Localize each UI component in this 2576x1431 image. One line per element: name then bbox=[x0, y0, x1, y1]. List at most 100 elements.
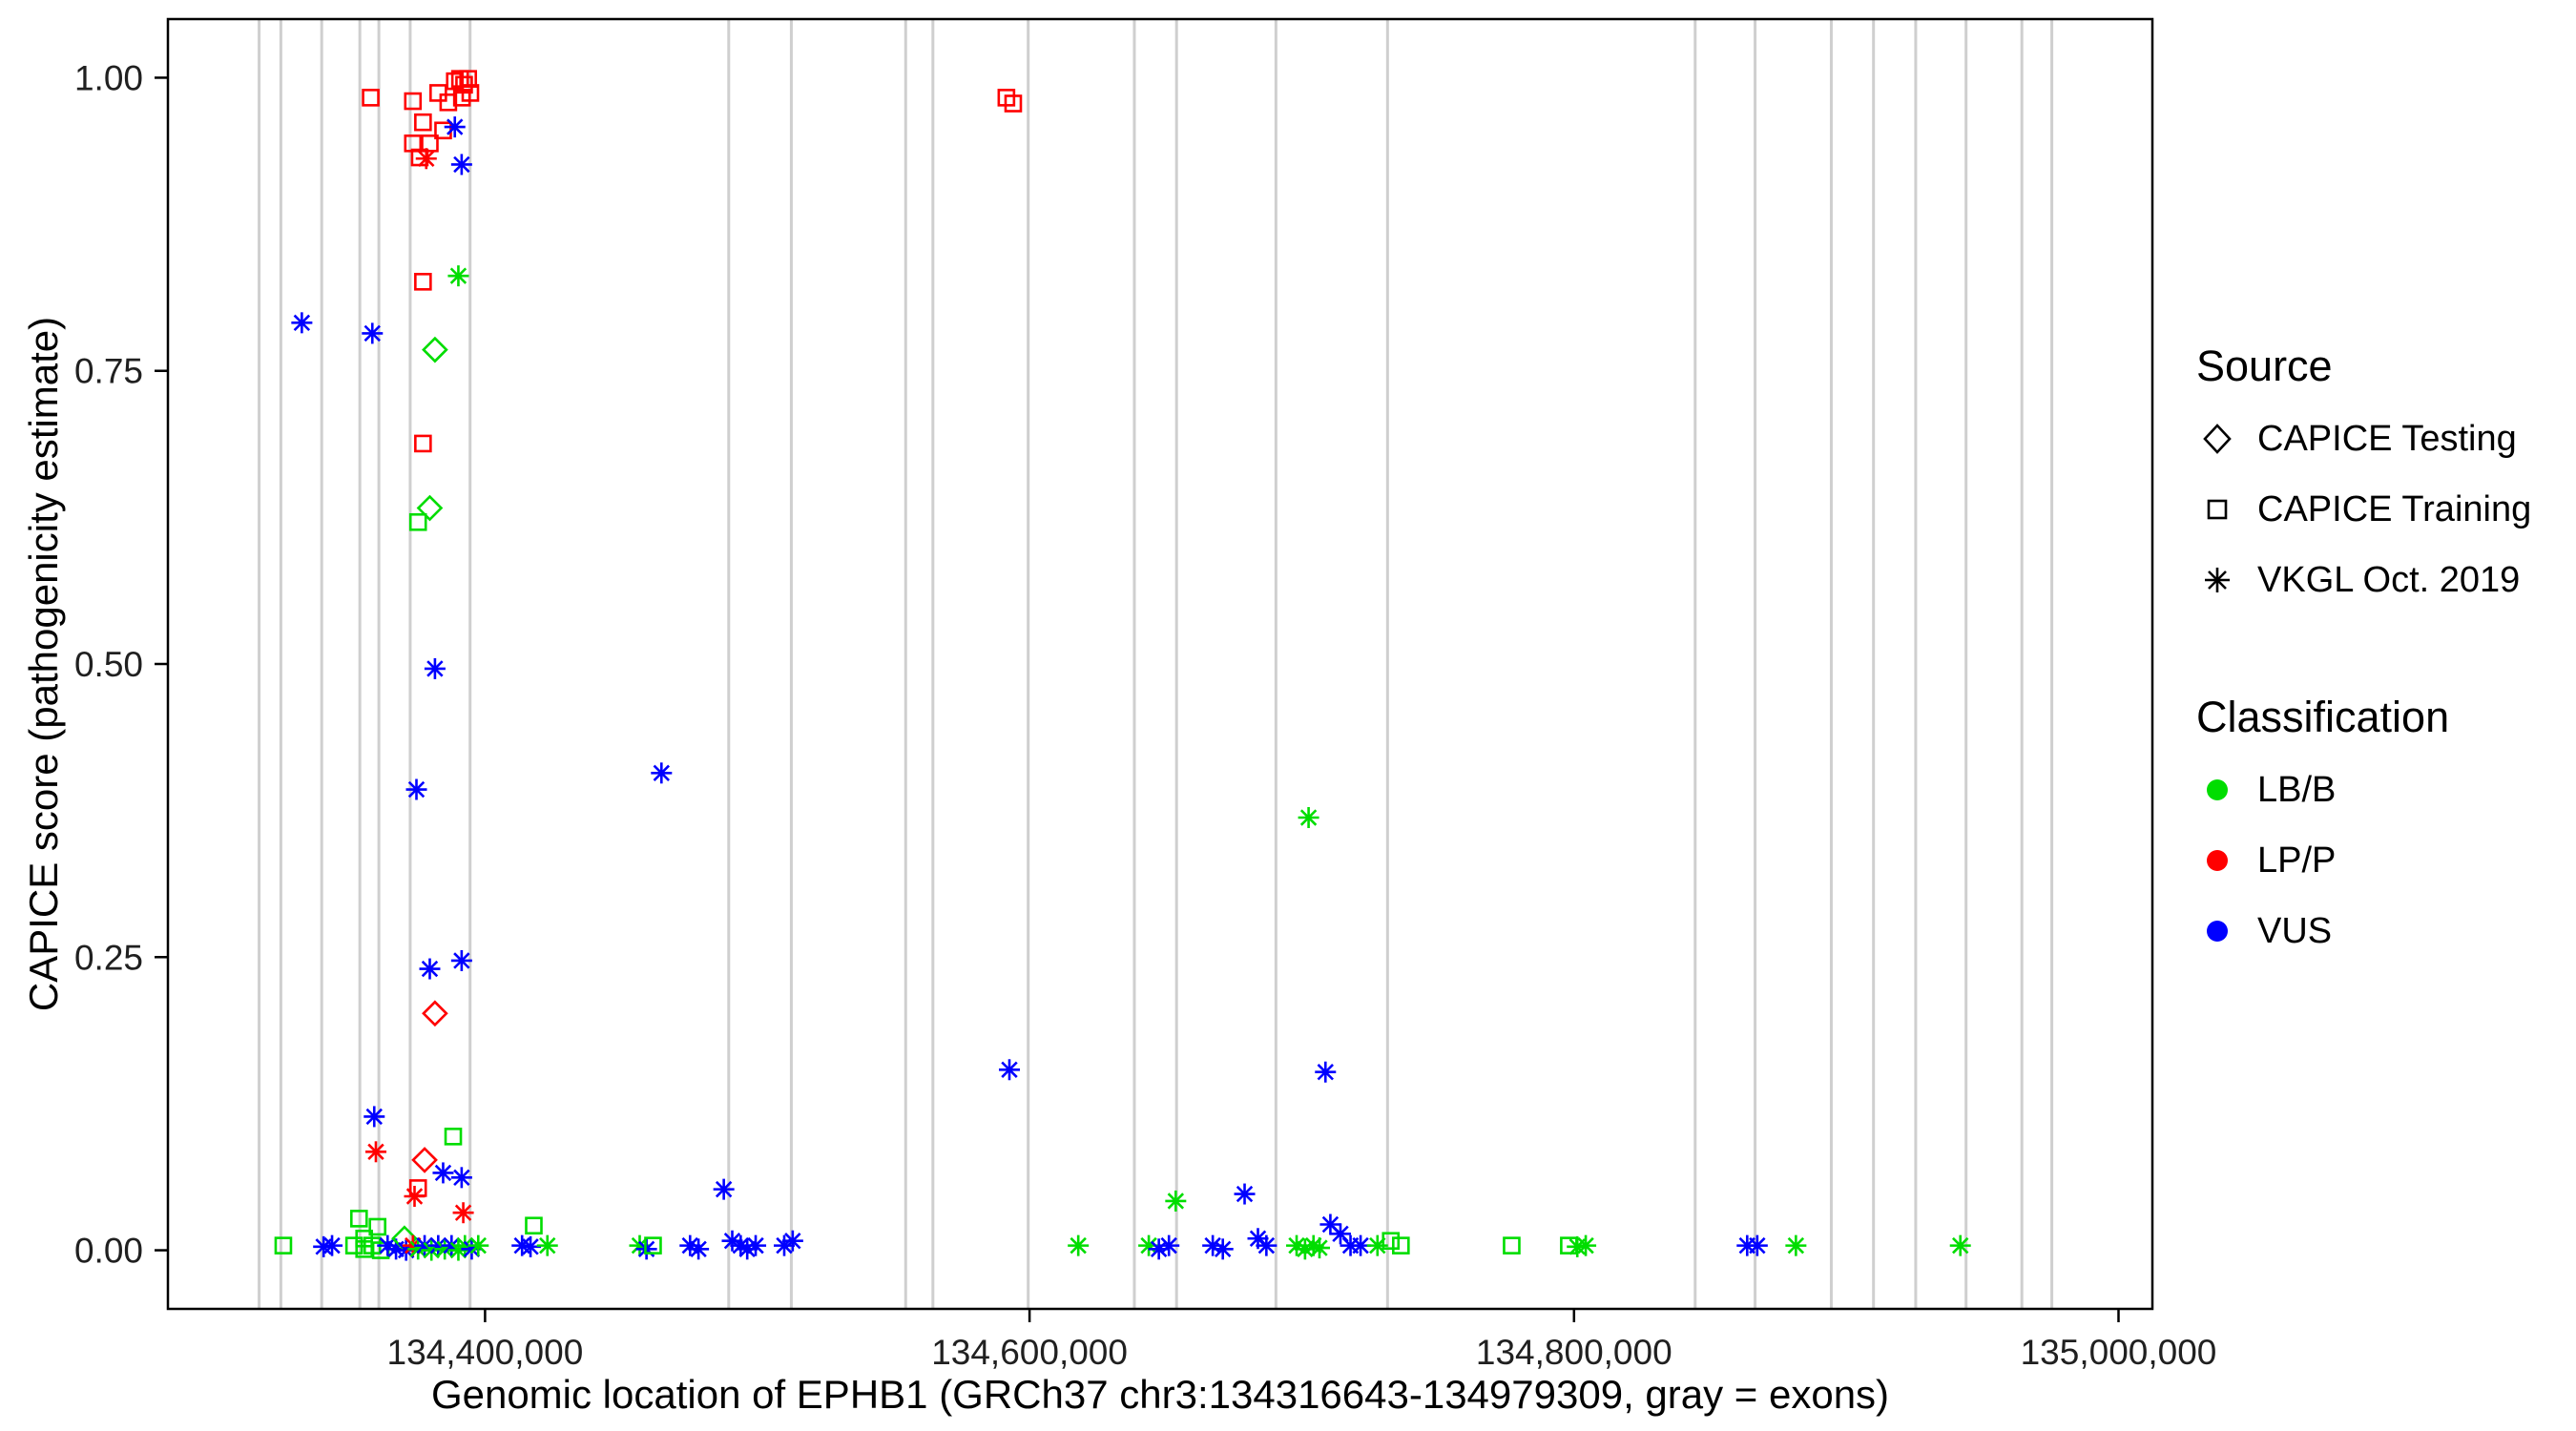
x-tick-label: 135,000,000 bbox=[2021, 1333, 2217, 1372]
legend-source-title: Source bbox=[2196, 342, 2333, 390]
plot-panel-border bbox=[166, 17, 2154, 1311]
asterisk-point bbox=[737, 1238, 758, 1260]
square-point bbox=[414, 113, 432, 132]
asterisk-point bbox=[1785, 1234, 1807, 1256]
red-dot-icon bbox=[2196, 840, 2238, 881]
square-point bbox=[274, 1236, 293, 1255]
square-point bbox=[421, 134, 439, 153]
legend-item-lbb: LB/B bbox=[2196, 769, 2449, 811]
square-point bbox=[414, 434, 432, 453]
asterisk-point bbox=[405, 778, 427, 800]
legend-classification-title: Classification bbox=[2196, 693, 2450, 741]
square-point bbox=[452, 89, 471, 107]
asterisk-point bbox=[441, 1234, 463, 1256]
square-point bbox=[1503, 1236, 1521, 1255]
asterisk-point bbox=[291, 312, 313, 334]
legend-item-label: CAPICE Training bbox=[2257, 488, 2532, 529]
asterisk-point bbox=[1298, 807, 1319, 829]
asterisk-point bbox=[1575, 1234, 1597, 1256]
asterisk-point bbox=[536, 1234, 558, 1256]
asterisk-point bbox=[432, 1162, 454, 1184]
square-point bbox=[349, 1210, 368, 1228]
asterisk-point bbox=[377, 1234, 399, 1256]
asterisk-point bbox=[1165, 1190, 1187, 1212]
diamond-point bbox=[422, 336, 448, 363]
square-point bbox=[408, 512, 427, 531]
asterisk-point bbox=[679, 1234, 701, 1256]
asterisk-point bbox=[688, 1238, 710, 1260]
asterisk-point bbox=[415, 148, 437, 170]
y-tick-label: 0.25 bbox=[74, 938, 143, 977]
green-dot-icon bbox=[2196, 769, 2238, 811]
legend-item-label: VKGL Oct. 2019 bbox=[2257, 559, 2521, 600]
asterisk-point bbox=[781, 1230, 803, 1252]
asterisk-point bbox=[447, 265, 469, 287]
legend-classification: Classification LB/B LP/P VUS bbox=[2196, 693, 2449, 981]
square-point bbox=[368, 1217, 386, 1236]
asterisk-point bbox=[450, 154, 472, 176]
legend-item-label: LB/B bbox=[2257, 769, 2337, 810]
diamond-point bbox=[422, 1000, 448, 1027]
asterisk-point bbox=[450, 1167, 472, 1189]
y-tick-label: 0.50 bbox=[74, 645, 143, 684]
y-tick-label: 0.75 bbox=[74, 352, 143, 391]
square-icon bbox=[2196, 488, 2238, 530]
square-point bbox=[362, 89, 380, 107]
asterisk-point bbox=[1158, 1234, 1180, 1256]
asterisk-point bbox=[450, 949, 472, 971]
square-point bbox=[414, 273, 432, 291]
square-point bbox=[1392, 1236, 1410, 1255]
legend-item-capice-training: CAPICE Training bbox=[2196, 488, 2531, 530]
asterisk-point bbox=[1366, 1234, 1388, 1256]
asterisk-point bbox=[364, 1106, 385, 1128]
square-point bbox=[1381, 1232, 1401, 1251]
asterisk-point bbox=[424, 657, 446, 679]
asterisk-point bbox=[1212, 1238, 1234, 1260]
asterisk-point bbox=[1308, 1237, 1330, 1259]
legend-item-capice-testing: CAPICE Testing bbox=[2196, 418, 2531, 460]
y-tick-label: 0.00 bbox=[74, 1232, 143, 1271]
diamond-point bbox=[416, 494, 444, 522]
y-tick-label: 1.00 bbox=[74, 58, 143, 97]
legend-item-label: VUS bbox=[2257, 910, 2333, 951]
asterisk-point bbox=[1315, 1061, 1337, 1083]
exon-lines bbox=[258, 19, 2054, 1309]
asterisk-point bbox=[467, 1234, 489, 1256]
legend-item-vkgl: VKGL Oct. 2019 bbox=[2196, 559, 2531, 601]
asterisk-point bbox=[713, 1178, 735, 1200]
asterisk-icon bbox=[2196, 559, 2238, 601]
legend-item-vus: VUS bbox=[2196, 910, 2449, 952]
asterisk-point bbox=[452, 1202, 474, 1224]
data-points bbox=[274, 70, 1971, 1261]
square-point bbox=[644, 1236, 662, 1255]
asterisk-point bbox=[1746, 1234, 1768, 1256]
asterisk-point bbox=[1234, 1183, 1256, 1205]
square-point bbox=[429, 84, 447, 102]
x-axis-ticks: 134,400,000 134,600,000 134,800,000 135,000… bbox=[387, 1309, 2217, 1372]
square-point bbox=[404, 92, 423, 111]
diamond-point bbox=[411, 1147, 438, 1173]
asterisk-point bbox=[1949, 1234, 1971, 1256]
square-point bbox=[444, 1128, 463, 1146]
x-tick-label: 134,600,000 bbox=[931, 1333, 1128, 1372]
square-point bbox=[439, 93, 458, 112]
legend-source: Source CAPICE Testing CAPICE Training VK… bbox=[2196, 342, 2531, 630]
asterisk-point bbox=[1068, 1234, 1090, 1256]
blue-dot-icon bbox=[2196, 910, 2238, 952]
x-tick-label: 134,800,000 bbox=[1476, 1333, 1672, 1372]
y-axis-ticks: 0.00 0.25 0.50 0.75 1.00 bbox=[74, 58, 168, 1271]
legend-item-lpp: LP/P bbox=[2196, 840, 2449, 881]
square-point bbox=[525, 1216, 543, 1235]
asterisk-point bbox=[362, 322, 384, 344]
square-point bbox=[1004, 94, 1023, 113]
legend-item-label: LP/P bbox=[2257, 840, 2337, 881]
asterisk-point bbox=[651, 762, 673, 784]
asterisk-point bbox=[444, 116, 466, 138]
legend-item-label: CAPICE Testing bbox=[2257, 418, 2517, 459]
asterisk-point bbox=[419, 958, 441, 980]
asterisk-point bbox=[1256, 1234, 1278, 1256]
asterisk-point bbox=[998, 1059, 1020, 1081]
y-axis-title: CAPICE score (pathogenicity estimate) bbox=[21, 316, 66, 1012]
